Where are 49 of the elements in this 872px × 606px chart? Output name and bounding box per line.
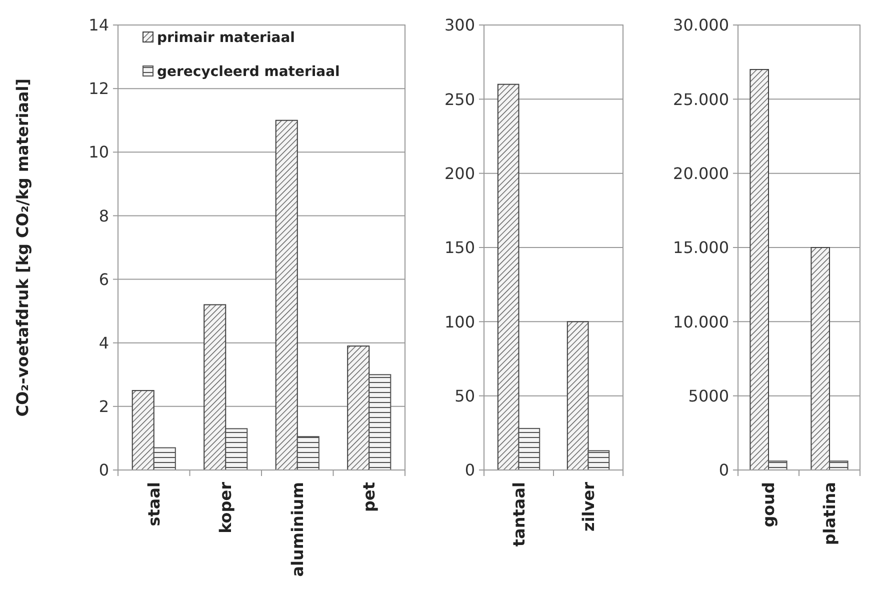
bar [153,447,176,470]
y-tick-label: 10 [88,142,109,162]
y-tick-label: 0 [718,460,729,480]
bar [225,428,248,470]
y-tick-label: 4 [98,333,109,352]
bar [588,450,610,470]
y-tick-label: 2 [98,397,109,416]
legend-label: gerecycleerd materiaal [157,64,340,80]
y-tick-label: 0 [464,460,475,480]
y-tick-label: 100 [444,312,475,332]
legend-label: primair materiaal [157,30,295,46]
y-tick-label: 6 [98,270,109,289]
y-tick-label: 50 [454,386,475,406]
y-axis-title: CO₂-voetafdruk [kg CO₂/kg materiaal] [13,78,32,417]
bar [750,69,769,470]
bar [368,374,392,470]
y-tick-label: 10.000 [673,312,729,332]
x-tick-label: zilver [578,482,598,532]
bar [132,390,154,470]
x-tick-label: koper [216,482,236,534]
x-tick-label: pet [360,482,379,512]
y-tick-label: 300 [444,16,475,35]
y-tick-label: 5000 [688,386,729,406]
y-tick-label: 20.000 [673,164,729,183]
y-tick-label: 15.000 [673,238,729,258]
x-tick-label: staal [144,482,164,526]
bar [204,304,226,470]
bar [829,460,848,470]
y-tick-label: 14 [88,16,109,35]
y-tick-label: 12 [88,79,109,98]
bar [768,460,788,470]
y-tick-label: 250 [444,90,475,109]
bar [347,346,370,470]
bar [518,428,540,470]
bar [275,120,298,470]
y-tick-label: 0 [98,460,109,480]
x-tick-label: goud [759,482,778,528]
y-tick-label: 30.000 [673,16,729,35]
y-tick-label: 200 [444,164,475,183]
x-tick-label: aluminium [288,482,307,577]
bar [810,247,830,470]
y-tick-label: 8 [98,206,109,226]
bar [497,84,520,470]
y-tick-label: 25.000 [673,90,729,109]
y-tick-label: 150 [444,238,475,258]
x-tick-label: tantaal [509,482,528,547]
x-tick-label: platina [820,482,840,546]
bar [566,321,589,470]
bar [296,436,320,470]
